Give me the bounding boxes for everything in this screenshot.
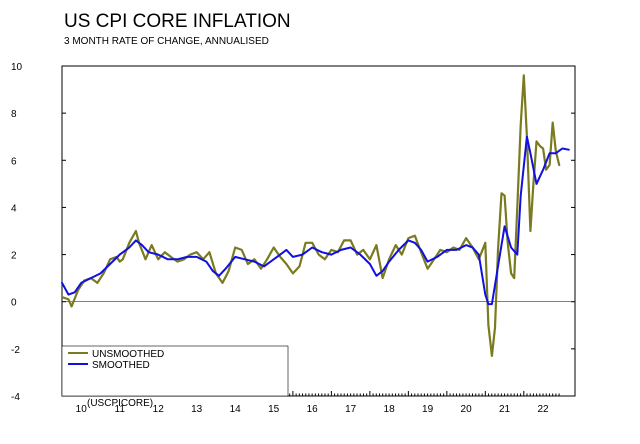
x-tick-label: 21 xyxy=(499,404,511,415)
y-tick-label: 8 xyxy=(11,109,17,120)
y-tick-label: -4 xyxy=(11,392,20,403)
legend-label-unsmoothed: UNSMOOTHED xyxy=(92,349,164,360)
x-tick-label: 18 xyxy=(384,404,396,415)
x-tick-label: 15 xyxy=(268,404,280,415)
series-line-unsmoothed xyxy=(60,74,561,357)
x-tick-label: 19 xyxy=(422,404,434,415)
x-tick-label: 17 xyxy=(345,404,357,415)
y-tick-label: 2 xyxy=(11,251,17,262)
y-tick-label: 10 xyxy=(11,62,23,73)
chart-subtitle: 3 MONTH RATE OF CHANGE, ANNUALISED xyxy=(64,36,269,47)
y-tick-label: -2 xyxy=(11,345,20,356)
x-tick-label: 10 xyxy=(76,404,88,415)
x-tick-label: 13 xyxy=(191,404,203,415)
legend-label-smoothed: SMOOTHED xyxy=(92,360,150,371)
legend: UNSMOOTHED SMOOTHED xyxy=(68,349,164,371)
x-axis: 10 11 12 13 14 15 16 17 18 19 20 21 22 xyxy=(62,301,575,415)
y-tick-label: 6 xyxy=(11,156,17,167)
series-line-smoothed xyxy=(61,135,570,306)
chart-title: US CPI CORE INFLATION xyxy=(64,11,291,32)
y-tick-label: 0 xyxy=(11,298,17,309)
x-tick-label: 14 xyxy=(230,404,242,415)
x-tick-label: 16 xyxy=(307,404,319,415)
x-tick-label: 11 xyxy=(115,404,126,415)
x-tick-label: 22 xyxy=(537,404,549,415)
source-code: (USCPICORE) xyxy=(87,398,153,409)
legend-box xyxy=(61,345,289,397)
x-tick-label: 20 xyxy=(461,404,473,415)
y-tick-label: 4 xyxy=(11,203,17,214)
series-layer xyxy=(60,74,570,357)
x-tick-label: 12 xyxy=(153,404,165,415)
